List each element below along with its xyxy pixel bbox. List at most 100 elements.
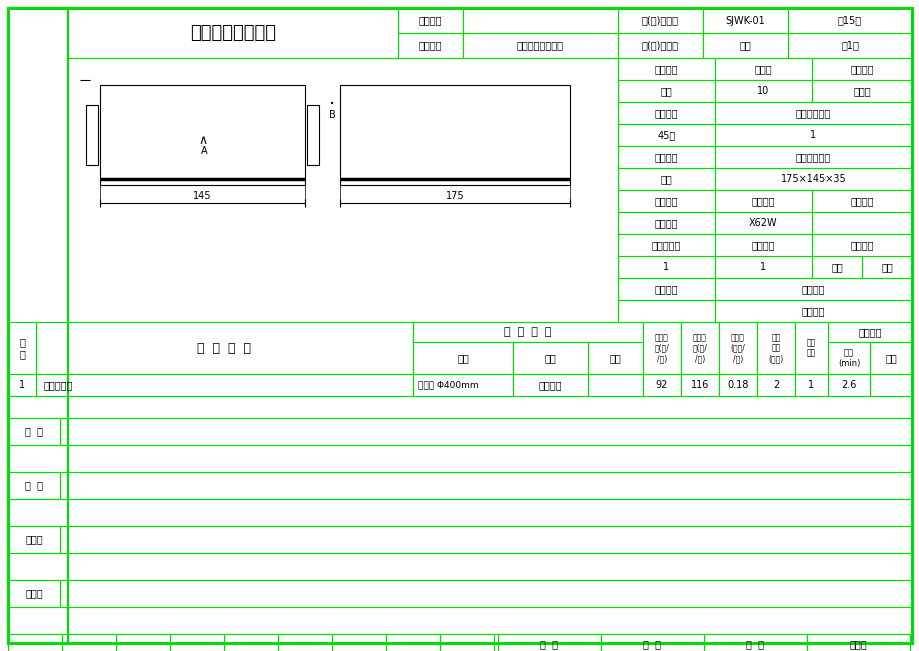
Bar bbox=[680, 374, 719, 396]
Text: X62W: X62W bbox=[748, 218, 777, 228]
Text: 描  校: 描 校 bbox=[25, 480, 43, 490]
Bar bbox=[36, 374, 413, 396]
Text: 设备型号: 设备型号 bbox=[751, 196, 775, 206]
Bar bbox=[719, 322, 756, 374]
Bar bbox=[587, 342, 642, 374]
Bar bbox=[618, 124, 714, 146]
Bar bbox=[8, 322, 36, 374]
Text: 量具: 量具 bbox=[544, 353, 556, 363]
Text: 零(部)件名称: 零(部)件名称 bbox=[641, 40, 678, 51]
Text: 辅具: 辅具 bbox=[609, 353, 620, 363]
Text: 每毛坯件数: 每毛坯件数 bbox=[651, 240, 680, 250]
Bar bbox=[85, 105, 98, 165]
Bar bbox=[587, 374, 642, 396]
Bar bbox=[8, 526, 60, 553]
Bar bbox=[439, 634, 494, 651]
Text: ∧: ∧ bbox=[198, 133, 207, 146]
Text: 主轴转
速(转/
/分): 主轴转 速(转/ /分) bbox=[653, 333, 669, 363]
Bar bbox=[811, 234, 911, 256]
Bar bbox=[8, 374, 36, 396]
Bar bbox=[861, 256, 911, 278]
Text: 进给量
(毫米/
/齿): 进给量 (毫米/ /齿) bbox=[730, 333, 744, 363]
Text: 走刀
次数: 走刀 次数 bbox=[806, 339, 815, 357]
Text: 粗铣后表面: 粗铣后表面 bbox=[44, 380, 74, 390]
Text: 盘铣刀 Φ400mm: 盘铣刀 Φ400mm bbox=[417, 380, 478, 389]
Text: ·: · bbox=[328, 96, 335, 115]
Bar bbox=[788, 8, 911, 33]
Bar bbox=[719, 374, 756, 396]
Bar bbox=[618, 190, 714, 212]
Text: 第1页: 第1页 bbox=[840, 40, 858, 51]
Bar bbox=[413, 322, 642, 342]
Bar bbox=[618, 102, 714, 124]
Bar bbox=[8, 499, 911, 526]
Bar bbox=[8, 634, 62, 651]
Bar bbox=[714, 190, 811, 212]
Bar bbox=[386, 634, 439, 651]
Text: 产品型号: 产品型号 bbox=[418, 16, 442, 25]
Bar bbox=[702, 8, 788, 33]
Bar bbox=[788, 33, 911, 58]
Bar bbox=[100, 85, 305, 185]
Text: 45钢: 45钢 bbox=[657, 130, 675, 140]
Text: 1: 1 bbox=[19, 380, 25, 390]
Bar bbox=[60, 580, 911, 607]
Bar bbox=[756, 322, 794, 374]
Text: 工序名称: 工序名称 bbox=[849, 64, 873, 74]
Text: 编  制
（日期）: 编 制 （日期） bbox=[538, 639, 561, 651]
Text: 施工车间: 施工车间 bbox=[654, 64, 677, 74]
Text: 辅助: 辅助 bbox=[884, 353, 896, 363]
Bar bbox=[714, 168, 911, 190]
Bar bbox=[462, 33, 618, 58]
Bar bbox=[618, 58, 714, 80]
Bar bbox=[811, 58, 911, 80]
Text: 平面铣床: 平面铣床 bbox=[654, 218, 677, 228]
Text: 审  核
（日期）: 审 核 （日期） bbox=[640, 639, 664, 651]
Bar bbox=[642, 322, 680, 374]
Text: SJWK-01: SJWK-01 bbox=[725, 16, 765, 25]
Bar bbox=[618, 212, 714, 234]
Text: 共15页: 共15页 bbox=[837, 16, 861, 25]
Text: 175×145×35: 175×145×35 bbox=[780, 174, 845, 184]
Text: 设备名称: 设备名称 bbox=[654, 196, 677, 206]
Text: B: B bbox=[328, 110, 335, 120]
Bar bbox=[827, 374, 869, 396]
Bar bbox=[278, 634, 332, 651]
Bar bbox=[8, 8, 68, 643]
Text: 吃刀
深度
(毫米): 吃刀 深度 (毫米) bbox=[767, 333, 783, 363]
Text: 1: 1 bbox=[663, 262, 669, 272]
Bar bbox=[642, 374, 680, 396]
Text: 毛坯种类: 毛坯种类 bbox=[654, 152, 677, 162]
Bar bbox=[223, 634, 278, 651]
Bar bbox=[869, 342, 911, 374]
Bar bbox=[8, 8, 68, 643]
Bar bbox=[8, 607, 911, 634]
Text: 工序工时: 工序工时 bbox=[849, 240, 873, 250]
Text: 刀具: 刀具 bbox=[457, 353, 469, 363]
Bar bbox=[794, 322, 827, 374]
Text: 2: 2 bbox=[772, 380, 778, 390]
Text: 底图号: 底图号 bbox=[25, 534, 43, 544]
Bar bbox=[60, 526, 911, 553]
Text: A: A bbox=[201, 146, 208, 156]
Bar bbox=[497, 634, 600, 651]
Bar bbox=[8, 553, 911, 580]
Bar bbox=[340, 85, 570, 185]
Text: 标准化
（日期）: 标准化 （日期） bbox=[845, 639, 869, 651]
Text: 2.6: 2.6 bbox=[840, 380, 856, 390]
Text: 描  图: 描 图 bbox=[25, 426, 43, 437]
Text: 145: 145 bbox=[193, 191, 211, 201]
Bar bbox=[68, 8, 398, 58]
Bar bbox=[618, 256, 714, 278]
Bar bbox=[714, 234, 811, 256]
Text: 同时加工件数: 同时加工件数 bbox=[795, 108, 830, 118]
Bar bbox=[513, 342, 587, 374]
Text: 准终: 准终 bbox=[830, 262, 842, 272]
Bar bbox=[618, 168, 714, 190]
Bar bbox=[307, 105, 319, 165]
Text: 92: 92 bbox=[655, 380, 667, 390]
Bar bbox=[827, 322, 911, 342]
Bar bbox=[618, 8, 702, 33]
Bar bbox=[811, 212, 911, 234]
Text: 工时定额: 工时定额 bbox=[857, 327, 880, 337]
